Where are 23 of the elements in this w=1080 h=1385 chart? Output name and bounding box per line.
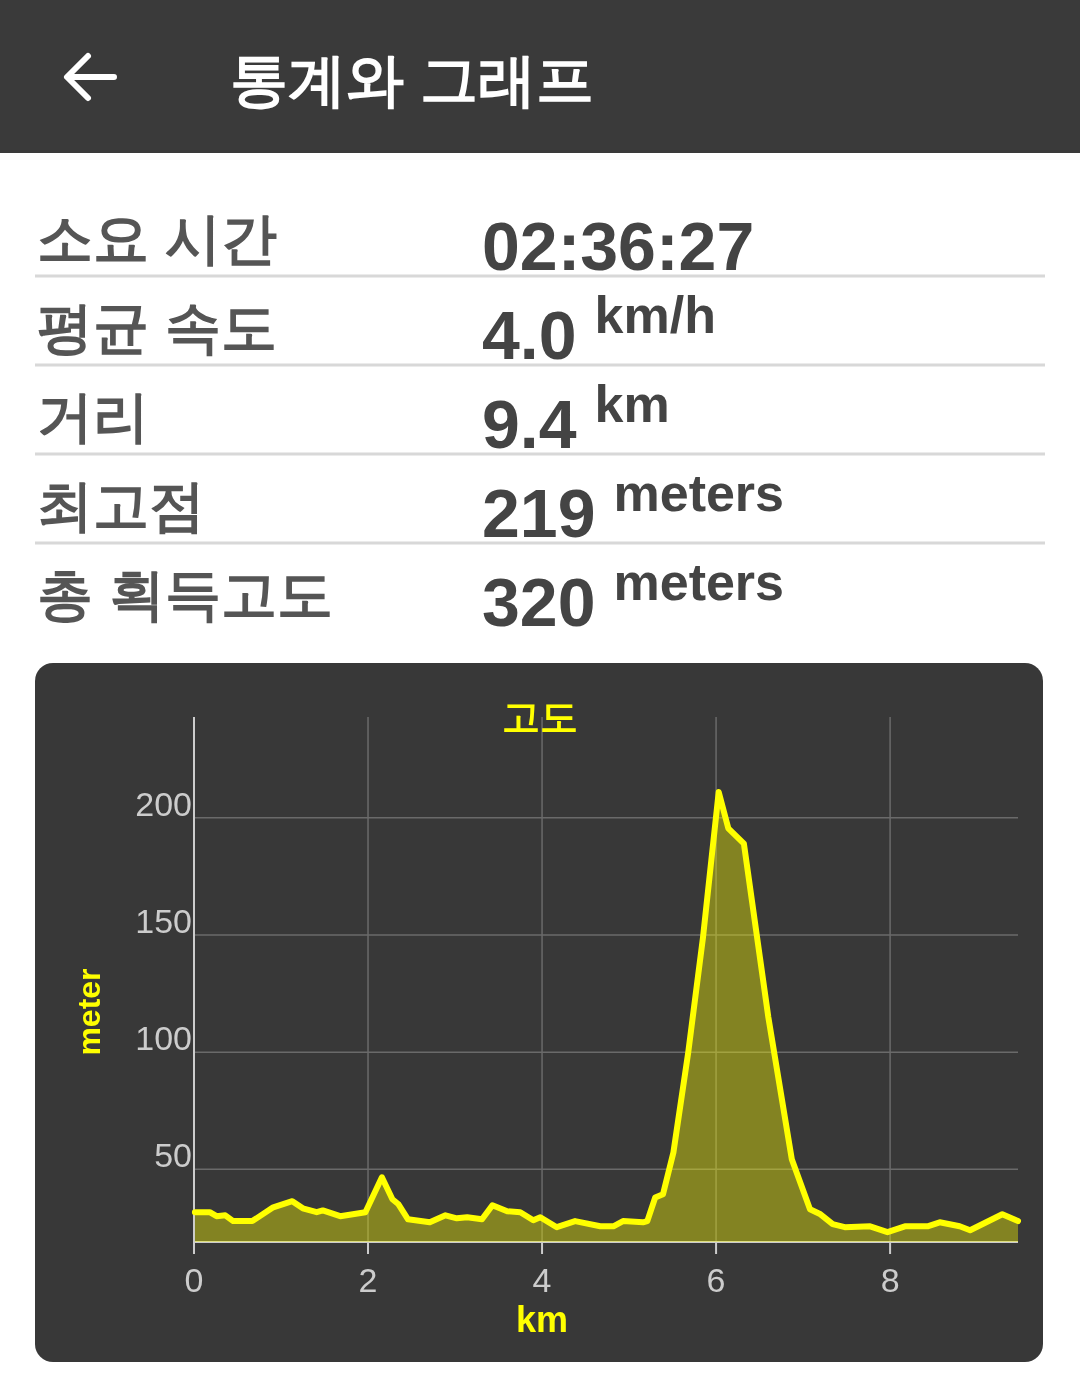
- text: 평균 속도: [37, 296, 277, 359]
- y-tick-label: 100: [135, 1019, 192, 1058]
- text: 통계와 그래프: [230, 47, 595, 112]
- x-tick-label: 8: [880, 1261, 900, 1299]
- text: 총 획득고도: [37, 563, 333, 626]
- text: 최고점: [37, 474, 205, 537]
- text: 소요 시간: [37, 207, 277, 270]
- text: 320 meters: [482, 553, 785, 640]
- x-tick-label: 2: [358, 1261, 378, 1299]
- x-tick-label: 4: [532, 1261, 552, 1299]
- text: 02:36:27: [482, 208, 755, 284]
- x-tick-label: 6: [706, 1261, 726, 1299]
- x-tick-label: 0: [184, 1261, 204, 1299]
- chart-title: 고도: [502, 696, 578, 738]
- text: 9.4 km: [482, 375, 670, 462]
- y-tick-label: 150: [135, 901, 192, 940]
- y-tick-label: 200: [135, 784, 192, 823]
- y-tick-label: 50: [154, 1136, 192, 1175]
- y-axis-title: meter: [71, 968, 107, 1056]
- text: 219 meters: [482, 464, 785, 551]
- text: 4.0 km/h: [482, 286, 716, 373]
- text: 거리: [37, 385, 149, 448]
- x-axis-title: km: [516, 1299, 569, 1340]
